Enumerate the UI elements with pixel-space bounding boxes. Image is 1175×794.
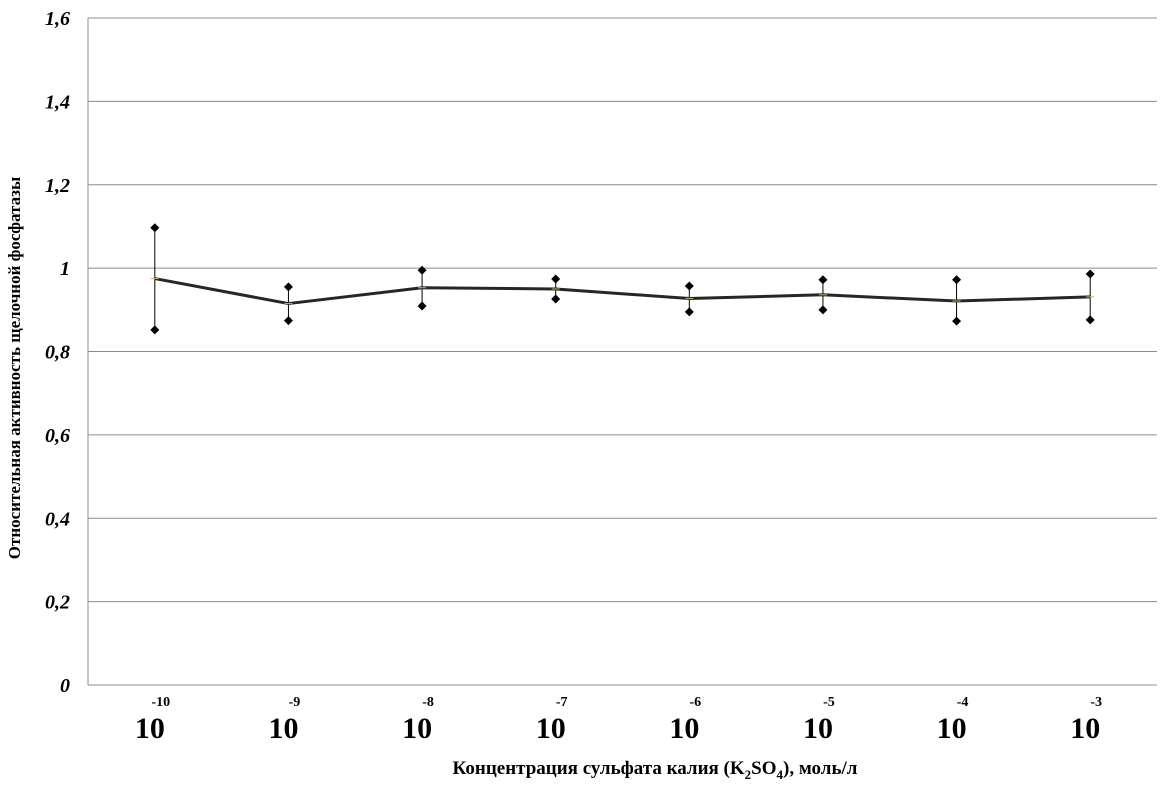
x-tick-label: 10 (536, 712, 566, 745)
gridlines (88, 17, 1157, 603)
error-marker-low (417, 301, 427, 311)
error-marker-high (150, 223, 160, 233)
error-marker-high (818, 275, 828, 285)
x-tick-exponent: -4 (957, 695, 969, 710)
error-marker-low (1085, 315, 1095, 325)
error-marker-low (283, 316, 293, 326)
y-tick-label: 1 (60, 258, 70, 280)
error-marker-high (283, 282, 293, 292)
x-tick-label: 10 (1070, 712, 1100, 745)
series-line (154, 277, 1091, 306)
x-tick-exponent: -6 (689, 695, 701, 710)
error-marker-high (551, 274, 561, 284)
error-marker-high (1085, 269, 1095, 279)
y-tick-label: 1,4 (45, 91, 70, 113)
error-bars (154, 227, 1091, 330)
x-tick-exponent: -8 (422, 695, 434, 710)
error-marker-high (684, 281, 694, 291)
y-tick-labels: 0 0,2 0,4 0,6 0,8 1 1,2 1,4 1,6 (45, 8, 70, 697)
error-marker-high (952, 275, 962, 285)
axes (87, 18, 1157, 686)
y-tick-label: 0,4 (45, 508, 70, 530)
x-tick-exponent: -7 (556, 695, 568, 710)
error-marker-low (684, 307, 694, 317)
x-tick-label: 10 (669, 712, 699, 745)
x-tick-label: 10 (135, 712, 165, 745)
x-tick-exponent: -9 (289, 695, 301, 710)
x-tick-label: 10 (402, 712, 432, 745)
y-tick-label: 0,2 (45, 592, 70, 614)
x-tick-exponent: -5 (823, 695, 835, 710)
x-axis-title: Концентрация сульфата калия (K2SO4), мол… (453, 758, 858, 782)
error-marker-low (952, 316, 962, 326)
y-tick-label: 1,6 (45, 8, 70, 30)
x-tick-exponent: -3 (1090, 695, 1102, 710)
error-marker-low (551, 294, 561, 304)
x-tick-labels: 10 -10 10 -9 10 -8 10 -7 10 -6 10 -5 10 -4 10 -3 (135, 695, 1102, 745)
y-tick-label: 1,2 (45, 175, 70, 197)
error-markers (150, 223, 1095, 335)
x-tick-exponent: -10 (151, 695, 170, 710)
error-marker-high (417, 265, 427, 275)
series-line (150, 277, 1095, 306)
y-axis-title: Относительная активность щелочной фосфат… (5, 177, 24, 559)
y-tick-label: 0,6 (45, 425, 70, 447)
y-tick-label: 0 (60, 675, 70, 697)
x-tick-label: 10 (937, 712, 967, 745)
error-marker-low (150, 325, 160, 335)
y-tick-label: 0,8 (45, 342, 70, 364)
x-tick-label: 10 (803, 712, 833, 745)
x-tick-label: 10 (268, 712, 298, 745)
error-marker-low (818, 305, 828, 315)
